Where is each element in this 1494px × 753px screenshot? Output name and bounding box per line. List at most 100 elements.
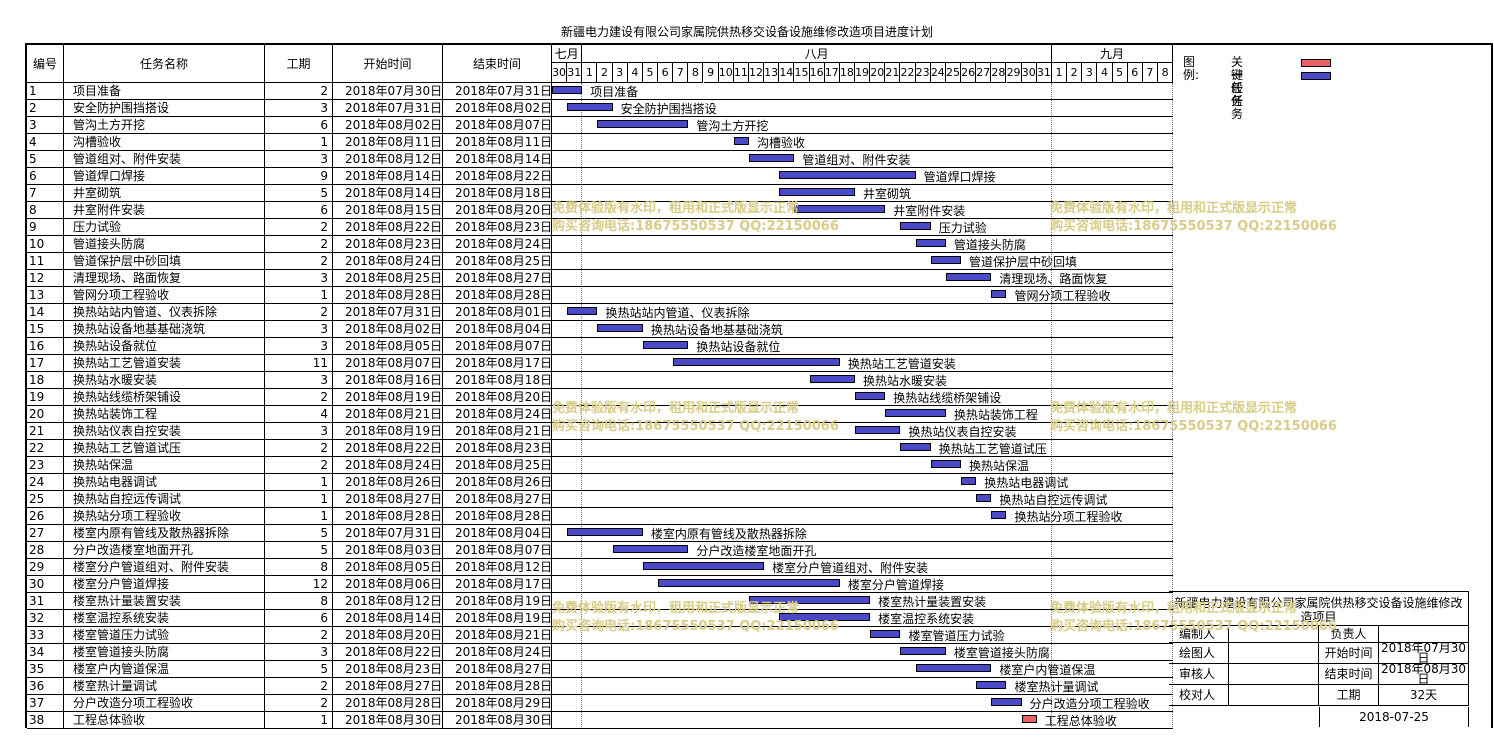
task-name-cell: 楼室户内管道保温: [27, 661, 265, 678]
gantt-bar: [612, 545, 689, 553]
task-name-cell: 换热站站内管道、仪表拆除: [27, 304, 265, 321]
gantt-bar-label: 换热站保温: [969, 459, 1030, 473]
timeline-row-line: [552, 694, 1174, 695]
gantt-bar: [915, 664, 992, 672]
watermark-line2: 购买咨询电话:18675550537 QQ:22150066: [552, 219, 839, 234]
task-duration-cell: 5: [265, 542, 333, 559]
info-compiler-value: [1229, 626, 1319, 643]
day-label: 4: [627, 63, 643, 83]
day-label: 31: [1036, 63, 1052, 83]
num-separator: [63, 406, 64, 423]
gantt-bar: [930, 460, 962, 468]
task-name-cell: 换热站电器调试: [27, 474, 265, 491]
gantt-bar-label: 楼室管道接头防腐: [953, 646, 1050, 660]
timeline-row-line: [552, 728, 1174, 729]
day-label: 5: [642, 63, 659, 83]
gantt-bar-label: 换热站设备地基基础浇筑: [650, 323, 783, 337]
task-name-cell: 换热站自控远传调试: [27, 491, 265, 508]
task-duration-cell: 6: [265, 202, 333, 219]
gantt-bar: [779, 171, 916, 179]
task-end-cell: 2018年08月24日: [443, 406, 552, 423]
timeline-row-line: [552, 507, 1174, 508]
day-label: 4: [1097, 63, 1113, 83]
gantt-bar: [900, 443, 931, 451]
task-duration-cell: 1: [265, 134, 333, 151]
info-compiler-label: 编制人: [1169, 626, 1229, 643]
task-duration-cell: 2: [265, 389, 333, 406]
day-label: 25: [945, 63, 962, 83]
day-label: 3: [612, 63, 628, 83]
timeline-row-line: [552, 575, 1174, 576]
task-start-cell: 2018年08月24日: [333, 253, 443, 270]
num-separator: [63, 610, 64, 627]
legend-normal-label: 一般任务: [1231, 68, 1244, 121]
gantt-bar-label: 项目准备: [590, 85, 639, 99]
info-reviewer-value: [1229, 664, 1319, 685]
num-separator: [63, 321, 64, 338]
task-end-cell: 2018年08月23日: [443, 219, 552, 236]
num-separator: [63, 525, 64, 542]
task-name-cell: 管道组对、附件安装: [27, 151, 265, 168]
timeline-row-line: [552, 660, 1174, 661]
num-separator: [63, 185, 64, 202]
num-separator: [63, 661, 64, 678]
info-responsible-label: 负责人: [1319, 626, 1379, 643]
gantt-bar-label: 换热站线缆桥架铺设: [893, 391, 1002, 405]
header-end: 结束时间: [443, 45, 552, 83]
task-end-cell: 2018年08月17日: [443, 355, 552, 372]
day-label: 20: [870, 63, 886, 83]
num-separator: [63, 270, 64, 287]
day-label: 27: [976, 63, 992, 83]
task-end-cell: 2018年08月29日: [443, 695, 552, 712]
gantt-bar: [855, 426, 901, 434]
task-start-cell: 2018年08月14日: [333, 610, 443, 627]
task-duration-cell: 3: [265, 151, 333, 168]
gantt-bar: [991, 290, 1007, 298]
task-name-cell: 楼室内原有管线及散热器拆除: [27, 525, 265, 542]
gantt-bar-label: 井室砌筑: [863, 187, 912, 201]
day-label: 28: [991, 63, 1007, 83]
header-duration: 工期: [265, 45, 333, 83]
gantt-bar-label: 清理现场、路面恢复: [999, 272, 1108, 286]
gantt-bar: [930, 256, 962, 264]
task-duration-cell: 2: [265, 219, 333, 236]
task-name-cell: 楼室热计量装置安装: [27, 593, 265, 610]
num-separator: [63, 236, 64, 253]
task-start-cell: 2018年08月12日: [333, 593, 443, 610]
task-name-cell: 井室附件安装: [27, 202, 265, 219]
task-name-cell: 安全防护围挡搭设: [27, 100, 265, 117]
day-label: 7: [673, 63, 689, 83]
task-name-cell: 项目准备: [27, 83, 265, 100]
timeline-row-line: [552, 269, 1174, 270]
timeline-row-line: [552, 201, 1174, 202]
task-start-cell: 2018年08月23日: [333, 236, 443, 253]
gantt-bar: [794, 205, 886, 213]
watermark: 免费体验版有水印，租用和正式版显示正常 购买咨询电话:18675550537 QQ…: [1050, 400, 1337, 436]
day-label: 18: [839, 63, 855, 83]
info-end-value: 2018年08月30日: [1379, 664, 1469, 685]
num-separator: [63, 338, 64, 355]
watermark-line2: 购买咨询电话:18675550537 QQ:22150066: [1050, 219, 1337, 234]
timeline-row-line: [552, 439, 1174, 440]
task-name-cell: 沟槽验收: [27, 134, 265, 151]
gantt-bar: [900, 222, 931, 230]
task-duration-cell: 2: [265, 457, 333, 474]
task-duration-cell: 3: [265, 644, 333, 661]
num-separator: [63, 712, 64, 729]
day-label: 15: [794, 63, 810, 83]
month-divider: [1172, 83, 1174, 729]
gantt-bar-label: 楼室热计量装置安装: [878, 595, 987, 609]
task-name-cell: 井室砌筑: [27, 185, 265, 202]
task-start-cell: 2018年08月20日: [333, 627, 443, 644]
gantt-bar: [1021, 715, 1037, 723]
watermark-line1: 免费体验版有水印，租用和正式版显示正常: [552, 401, 800, 416]
watermark: 免费体验版有水印，租用和正式版显示正常 购买咨询电话:18675550537 QQ…: [552, 400, 839, 436]
timeline-row-line: [552, 626, 1174, 627]
gantt-bar-label: 换热站电器调试: [984, 476, 1069, 490]
day-label: 5: [1112, 63, 1128, 83]
task-end-cell: 2018年08月27日: [443, 270, 552, 287]
gantt-bar: [991, 511, 1007, 519]
day-label: 24: [930, 63, 946, 83]
num-separator: [63, 440, 64, 457]
timeline-row-line: [552, 286, 1174, 287]
